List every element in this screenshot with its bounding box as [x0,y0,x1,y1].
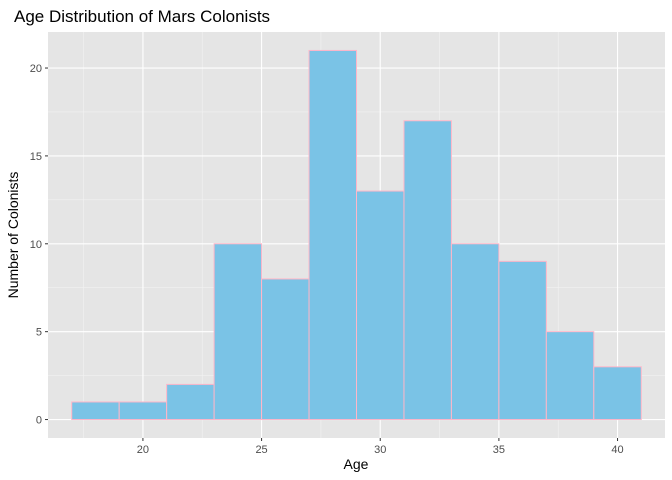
histogram-bars [71,49,642,421]
y-tick-label: 10 [30,239,42,251]
y-tick-label: 0 [36,415,42,427]
histogram-bar [261,278,310,421]
y-tick-label: 5 [36,327,42,339]
histogram-bar [450,243,500,421]
x-tick-label: 30 [374,444,386,456]
histogram-bar [545,331,595,421]
y-tick-label: 20 [30,63,42,75]
y-tick-label: 15 [30,151,42,163]
x-tick-label: 40 [611,444,623,456]
chart-title: Age Distribution of Mars Colonists [14,7,270,26]
y-axis-title: Number of Colonists [5,172,21,299]
histogram-bar [308,49,357,421]
histogram-bar [213,243,263,421]
x-axis-title: Age [344,456,369,472]
histogram-bar [356,190,405,421]
histogram-bar [403,120,452,421]
histogram-bar [71,401,120,421]
x-axis-ticks: 20 25 30 35 40 [137,438,624,456]
histogram-bar [166,383,215,421]
y-axis-ticks: 0 5 10 15 20 [30,63,48,427]
histogram-bar [498,260,547,421]
histogram-bar [118,401,168,421]
x-tick-label: 35 [493,444,505,456]
histogram-bar [593,366,642,421]
x-tick-label: 20 [137,444,149,456]
x-tick-label: 25 [255,444,267,456]
